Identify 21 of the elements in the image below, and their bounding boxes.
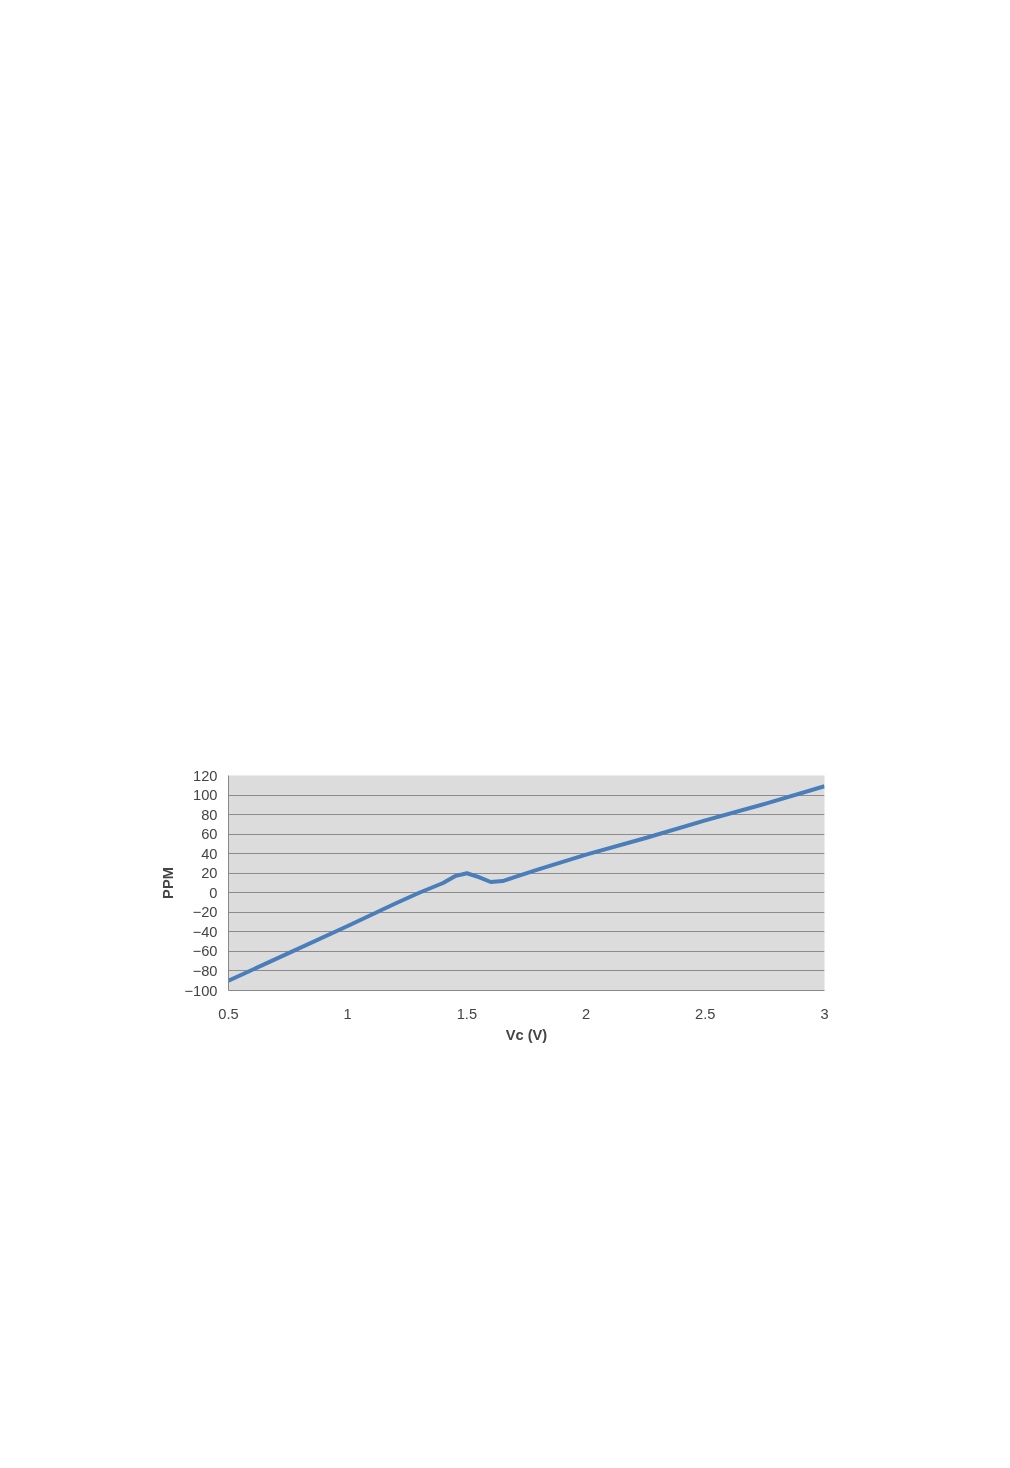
x-tick-label: 2 — [582, 1005, 591, 1022]
x-axis-title: Vc (V) — [505, 1026, 548, 1043]
line-series — [228, 784, 825, 983]
y-tick-label: −20 — [192, 904, 218, 921]
y-tick-label: 40 — [201, 845, 218, 862]
y-tick-label: −100 — [184, 982, 218, 999]
x-tick-label: 1.5 — [456, 1005, 478, 1022]
y-tick-label: 20 — [201, 865, 218, 882]
y-tick-label: −80 — [192, 962, 218, 979]
y-tick-label: 60 — [201, 826, 218, 843]
x-tick-label: 3 — [820, 1005, 829, 1022]
y-tick-label: 0 — [209, 884, 218, 901]
x-tick-label: 2.5 — [695, 1005, 716, 1022]
y-axis-title: PPM — [160, 867, 177, 899]
x-tick-label: 1 — [343, 1005, 352, 1022]
x-tick-label: 0.5 — [218, 1005, 239, 1022]
y-tick-label: 80 — [201, 806, 218, 823]
y-tick-label: −40 — [192, 923, 218, 940]
y-tick-label: −60 — [192, 943, 218, 960]
y-tick-label: 120 — [193, 767, 218, 784]
y-tick-label: 100 — [193, 787, 218, 804]
